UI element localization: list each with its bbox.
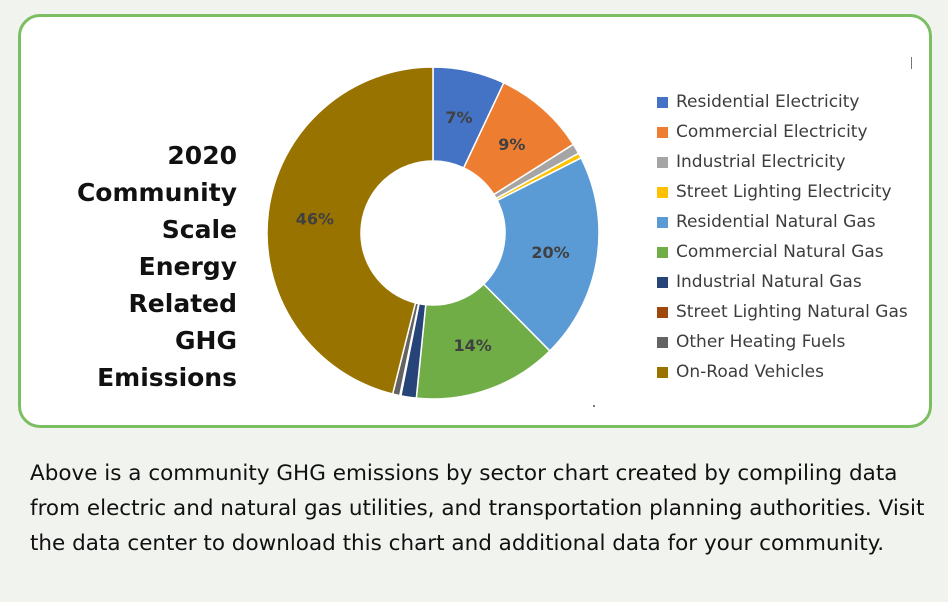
legend-swatch	[657, 306, 668, 318]
slice-residential-natural-gas	[482, 156, 600, 352]
legend-label: Residential Natural Gas	[676, 212, 876, 232]
legend-swatch	[657, 186, 668, 198]
legend-label: On-Road Vehicles	[676, 362, 825, 382]
legend-label: Street Lighting Natural Gas	[676, 302, 908, 322]
chart-title: 2020 Community Scale Energy Related GHG …	[76, 141, 237, 392]
legend-label: Industrial Natural Gas	[676, 272, 862, 292]
legend-label: Residential Electricity	[676, 92, 860, 112]
legend-item-residential-natural-gas: Residential Natural Gas	[657, 207, 908, 237]
legend-label: Commercial Electricity	[676, 122, 868, 142]
data-label-residential-electricity: 7%	[445, 108, 472, 127]
legend-swatch	[657, 336, 668, 348]
chart-card: 2020 Community Scale Energy Related GHG …	[18, 14, 932, 428]
legend-item-residential-electricity: Residential Electricity	[657, 87, 908, 117]
legend-item-on-road-vehicles: On-Road Vehicles	[657, 357, 908, 387]
decorative-dot	[593, 405, 595, 407]
legend-item-commercial-electricity: Commercial Electricity	[657, 117, 908, 147]
legend-item-other-heating-fuels: Other Heating Fuels	[657, 327, 908, 357]
legend-swatch	[657, 126, 668, 138]
legend-item-commercial-natural-gas: Commercial Natural Gas	[657, 237, 908, 267]
donut-chart: 7% 9% 20% 14% 46%	[266, 66, 600, 400]
legend-swatch	[657, 96, 668, 108]
decorative-tick	[911, 57, 912, 69]
legend-item-street-lighting-electricity: Street Lighting Electricity	[657, 177, 908, 207]
legend-label: Industrial Electricity	[676, 152, 846, 172]
legend-item-industrial-natural-gas: Industrial Natural Gas	[657, 267, 908, 297]
data-label-commercial-electricity: 9%	[498, 135, 525, 154]
legend-swatch	[657, 216, 668, 228]
legend-swatch	[657, 366, 668, 378]
legend-label: Other Heating Fuels	[676, 332, 846, 352]
slice-on-road-vehicles	[266, 66, 434, 395]
slice-commercial-natural-gas	[415, 283, 551, 400]
legend-item-street-lighting-natural-gas: Street Lighting Natural Gas	[657, 297, 908, 327]
legend-swatch	[657, 276, 668, 288]
data-label-commercial-natural-gas: 14%	[454, 336, 492, 355]
data-label-on-road-vehicles: 46%	[296, 209, 334, 228]
legend-label: Commercial Natural Gas	[676, 242, 884, 262]
chart-caption: Above is a community GHG emissions by se…	[30, 461, 925, 556]
legend-label: Street Lighting Electricity	[676, 182, 892, 202]
legend-item-industrial-electricity: Industrial Electricity	[657, 147, 908, 177]
chart-legend: Residential Electricity Commercial Electr…	[657, 87, 908, 387]
data-label-residential-natural-gas: 20%	[531, 243, 569, 262]
legend-swatch	[657, 246, 668, 258]
legend-swatch	[657, 156, 668, 168]
